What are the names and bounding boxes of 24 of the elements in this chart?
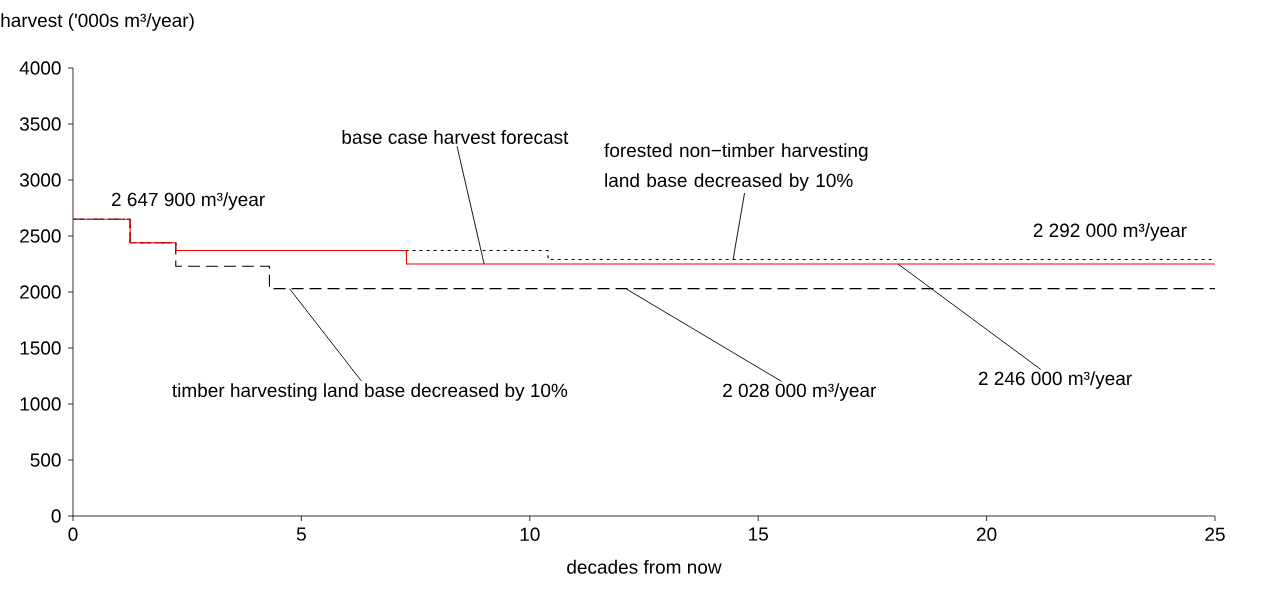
y-tick-label: 4000 bbox=[19, 61, 61, 75]
y-tick-label: 1500 bbox=[20, 341, 61, 355]
annotation: 2 246 000 m³/year bbox=[978, 371, 1132, 389]
y-tick-label: 0 bbox=[51, 509, 61, 523]
x-tick-label: 5 bbox=[296, 527, 306, 541]
annotation: 2 292 000 m³/year bbox=[1033, 223, 1187, 241]
x-tick-label: 15 bbox=[749, 527, 768, 541]
annotation: 2 028 000 m³/year bbox=[723, 383, 877, 401]
annotation: forested non−timber harvesting land base decreased by 10% bbox=[604, 143, 868, 191]
x-tick-label: 0 bbox=[68, 527, 78, 541]
y-tick-label: 2000 bbox=[20, 285, 61, 299]
y-tick-label: 2500 bbox=[20, 229, 61, 243]
x-tick-label: 10 bbox=[520, 527, 540, 541]
x-tick-label: 25 bbox=[1205, 527, 1225, 541]
x-axis-title: decades from now bbox=[567, 559, 722, 574]
y-axis-title: harvest ('000s m³/year) bbox=[1, 13, 194, 31]
y-tick-label: 3000 bbox=[19, 173, 61, 187]
x-tick-label: 20 bbox=[976, 527, 997, 541]
annotation: timber harvesting land base decreased by 10% bbox=[172, 383, 568, 401]
y-tick-label: 1000 bbox=[20, 397, 61, 411]
y-tick-label: 3500 bbox=[19, 117, 61, 131]
y-tick-label: 500 bbox=[30, 453, 61, 467]
annotation: 2 647 900 m³/year bbox=[111, 192, 265, 210]
annotation: base case harvest forecast bbox=[342, 130, 569, 144]
